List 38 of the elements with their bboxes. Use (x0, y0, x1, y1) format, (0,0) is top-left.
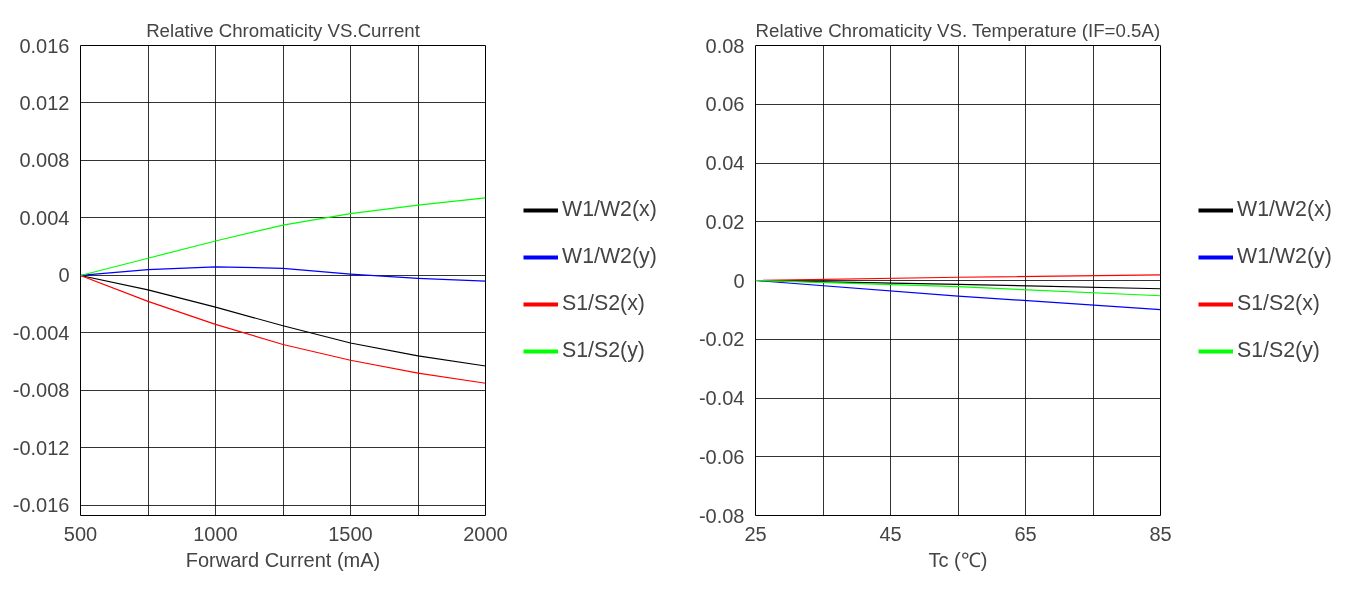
legend-label: S1/S2(x) (1237, 291, 1320, 316)
x-axis-title: Tc (℃) (928, 548, 988, 571)
legend-label: S1/S2(y) (1237, 338, 1320, 363)
legend-label: W1/W2(y) (562, 244, 657, 269)
y-tick-label: 0 (733, 269, 745, 292)
x-axis-title: Forward Current (mA) (185, 548, 381, 571)
y-tick-label: 0.06 (705, 93, 745, 116)
legend-label: W1/W2(y) (1237, 244, 1332, 269)
y-tick-label: 0.04 (705, 152, 745, 174)
x-tick-label: 1500 (328, 522, 373, 545)
y-tick-label: -0.016 (12, 494, 70, 517)
y-tick-label: 0.004 (19, 206, 70, 229)
y-tick-label: -0.06 (698, 445, 745, 468)
y-tick-label: 0.08 (705, 34, 745, 57)
x-tick-label: 45 (879, 522, 902, 545)
x-tick-label: 25 (744, 522, 767, 545)
x-tick-label: 2000 (463, 522, 508, 545)
y-tick-label: -0.08 (698, 504, 745, 527)
y-tick-label: 0 (58, 264, 70, 287)
y-tick-label: 0.02 (705, 210, 745, 233)
y-tick-label: -0.008 (12, 379, 70, 402)
y-tick-label: -0.012 (12, 436, 70, 459)
y-tick-label: -0.004 (12, 321, 70, 344)
x-tick-label: 85 (1149, 522, 1172, 545)
x-tick-label: 65 (1014, 522, 1037, 545)
x-tick-label: 500 (63, 522, 98, 545)
x-tick-label: 1000 (193, 522, 238, 545)
chart-title: Relative Chromaticity VS.Current (146, 19, 421, 41)
chart-title: Relative Chromaticity VS. Temperature (IF=0.5A) (755, 19, 1161, 41)
legend-label: S1/S2(y) (562, 338, 645, 363)
y-tick-label: 0.016 (19, 34, 70, 57)
legend-label: W1/W2(x) (562, 197, 657, 222)
y-tick-label: -0.04 (698, 387, 745, 409)
legend-label: S1/S2(x) (562, 291, 645, 316)
y-tick-label: -0.02 (698, 328, 745, 351)
legend-label: W1/W2(x) (1237, 197, 1332, 222)
y-tick-label: 0.012 (19, 91, 70, 114)
y-tick-label: 0.008 (19, 149, 70, 172)
